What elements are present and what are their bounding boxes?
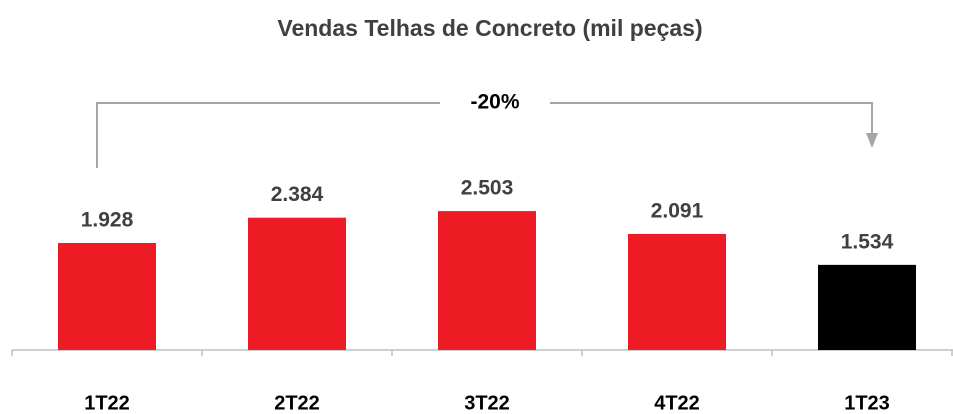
bar (438, 211, 536, 350)
arrow-head (866, 133, 878, 148)
data-label: 2.503 (461, 177, 514, 200)
x-tick-label: 4T22 (654, 392, 700, 414)
chart-title: Vendas Telhas de Concreto (mil peças) (277, 15, 702, 41)
annotation: -20% (470, 91, 519, 114)
bar (818, 264, 916, 350)
x-tick-label: 1T23 (844, 392, 890, 414)
bar (58, 242, 156, 350)
data-label: 1.928 (81, 209, 134, 232)
data-label: 2.384 (271, 183, 324, 206)
bar (248, 217, 346, 350)
bracket (96, 102, 873, 168)
x-tick-label: 1T22 (84, 392, 130, 414)
x-tick-label: 3T22 (464, 392, 510, 414)
bar (628, 233, 726, 350)
data-label: 2.091 (651, 199, 704, 222)
x-tick-label: 2T22 (274, 392, 320, 414)
data-label: 1.534 (841, 230, 894, 253)
